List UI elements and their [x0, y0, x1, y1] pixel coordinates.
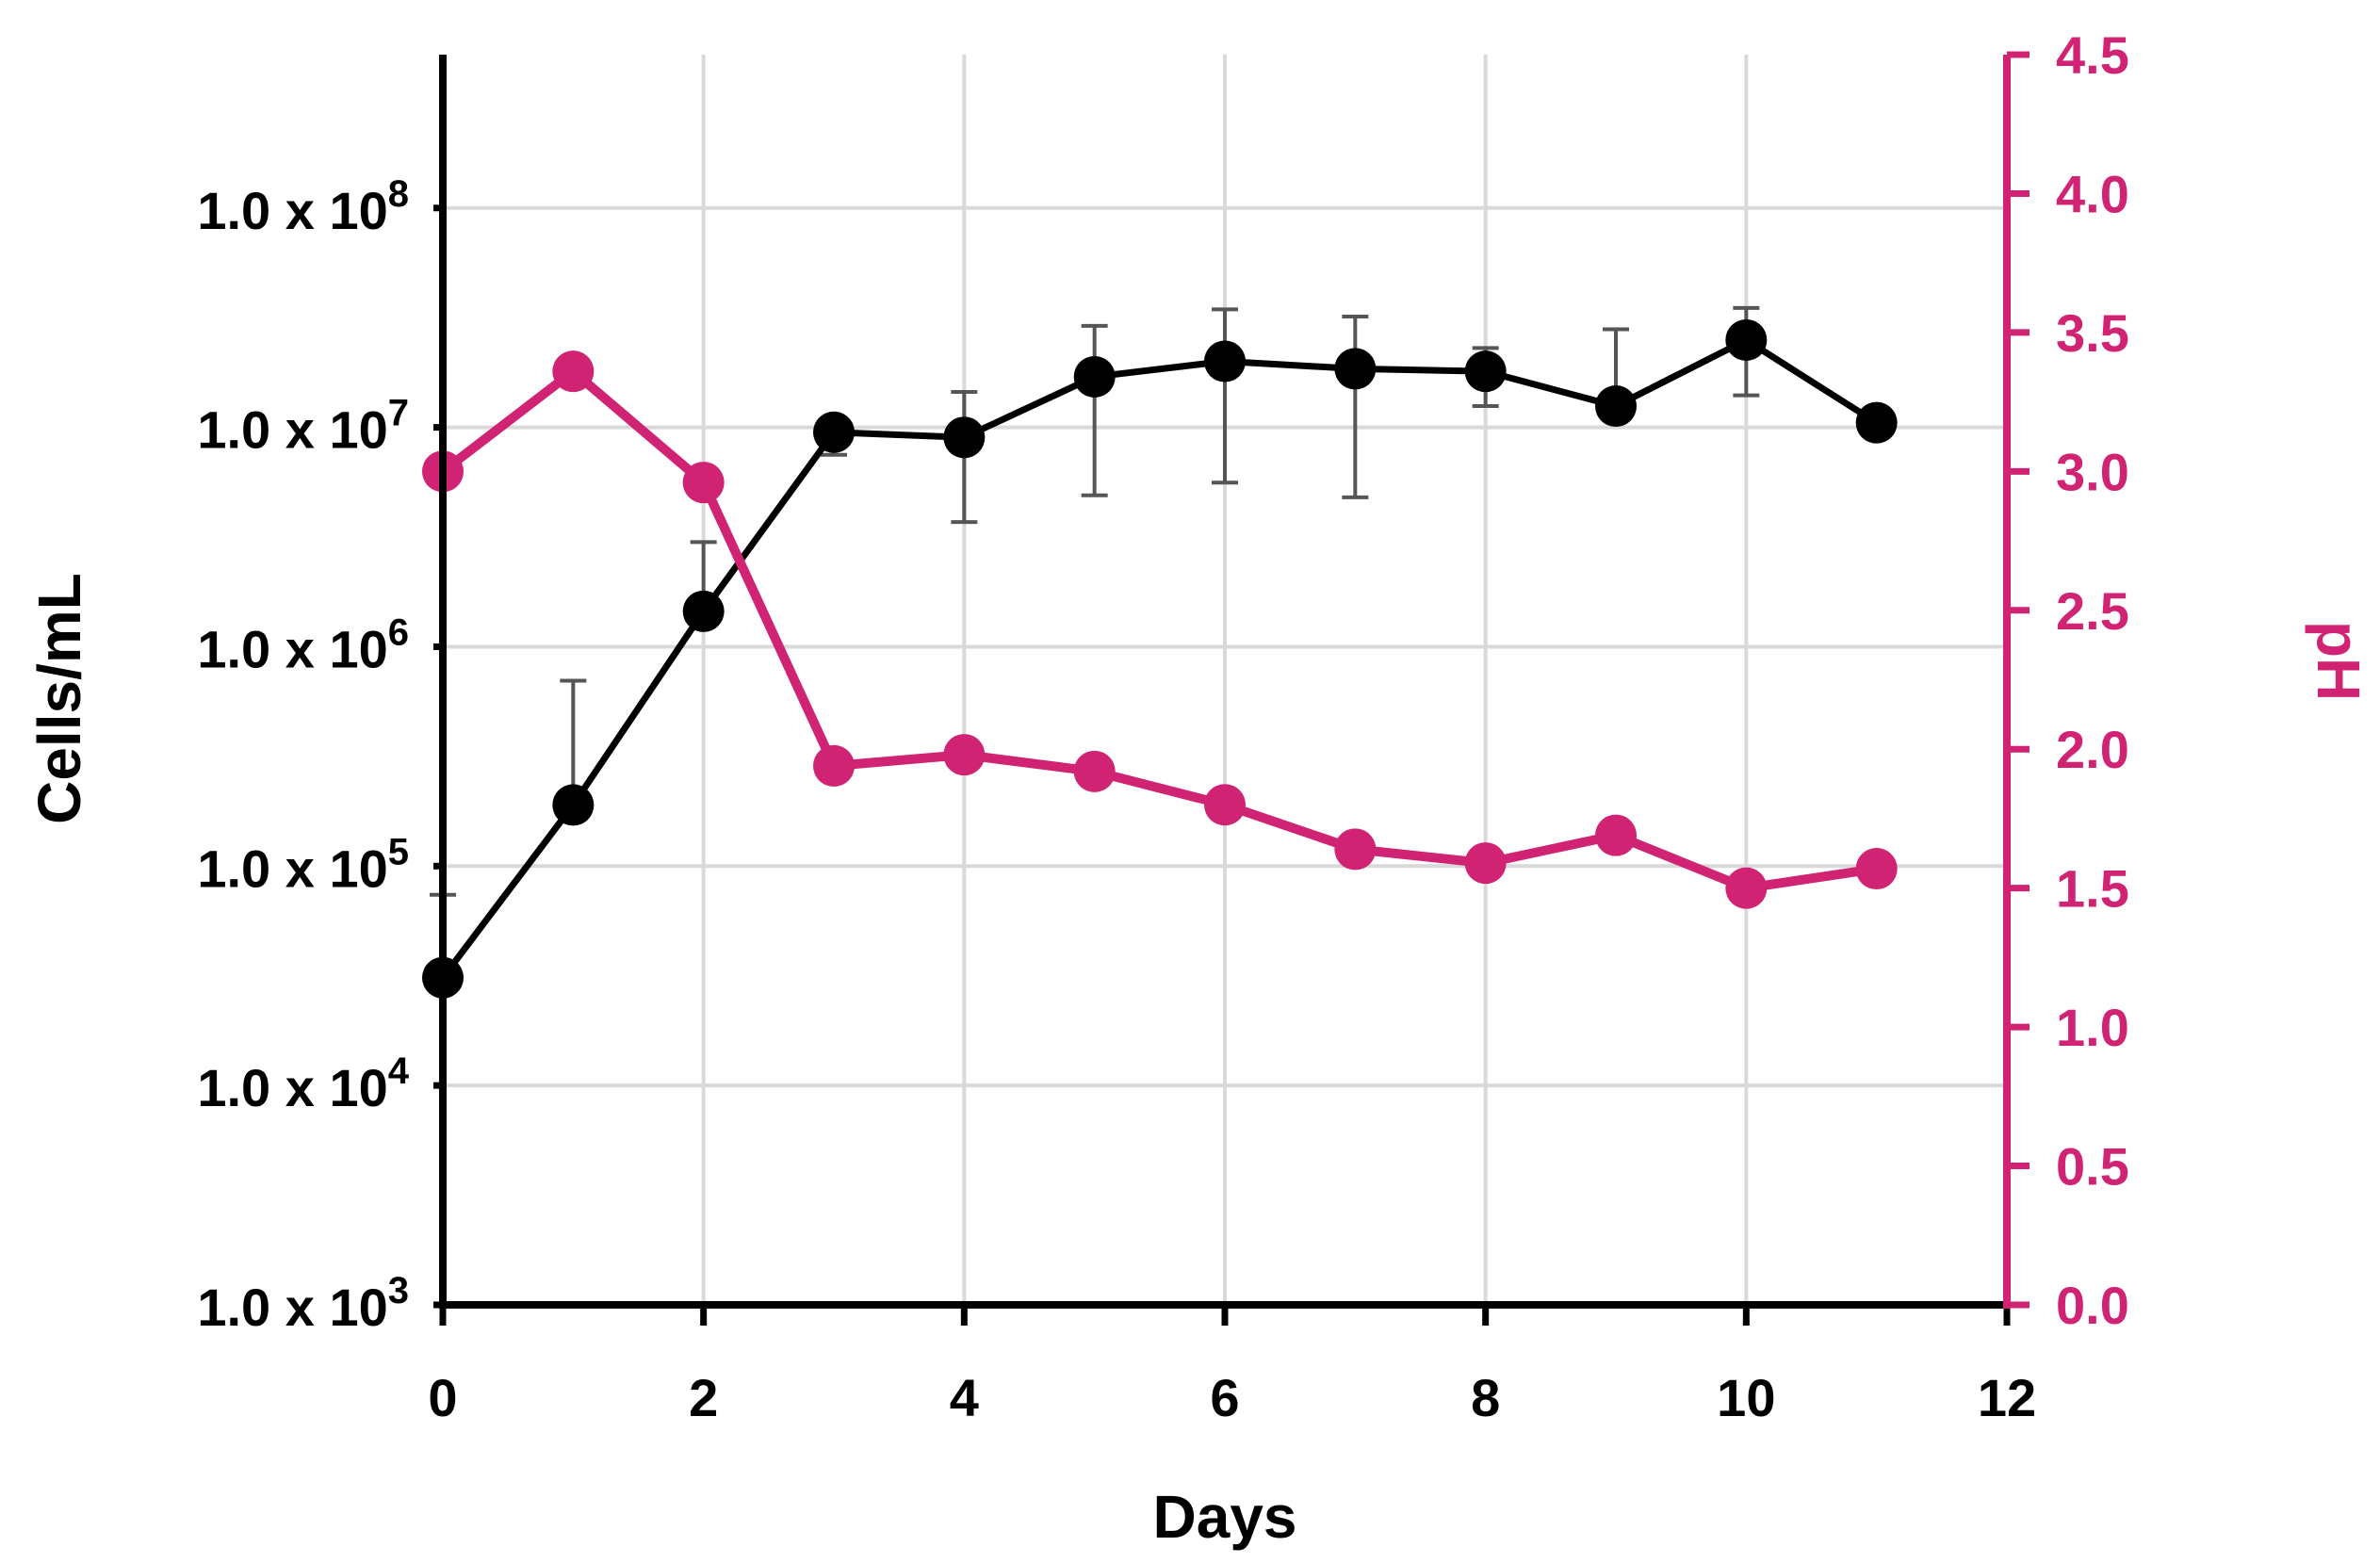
cells-data-point	[682, 590, 725, 632]
x-tick-label: 0	[428, 1368, 457, 1427]
ph-data-point	[813, 744, 855, 787]
cells-data-point	[1073, 355, 1116, 398]
cells-data-point	[813, 411, 855, 453]
ph-data-point	[682, 462, 725, 504]
y-right-tick-label: 4.0	[2056, 164, 2129, 223]
y-left-tick-label: 1.0 x 104	[197, 1050, 409, 1117]
y-axis-right-title: pH	[2305, 621, 2372, 701]
y-right-tick-label: 0.0	[2056, 1276, 2129, 1335]
ph-data-point	[1073, 750, 1116, 792]
ph-data-point	[1855, 848, 1898, 890]
ph-data-point	[552, 350, 595, 393]
cells-data-point	[1464, 350, 1507, 393]
x-tick-label: 6	[1210, 1368, 1239, 1427]
y-right-tick-label: 4.5	[2056, 25, 2129, 85]
ph-series-line	[439, 366, 1878, 893]
ph-data-point	[1204, 784, 1246, 826]
x-tick-label: 2	[689, 1368, 718, 1427]
y-axis-left-title: Cells/mL	[25, 573, 93, 824]
y-left-tick-label: 1.0 x 103	[197, 1270, 409, 1337]
cells-data-point	[1595, 385, 1637, 428]
y-right-tick-label: 1.0	[2056, 998, 2129, 1057]
y-right-tick-label: 1.5	[2056, 859, 2129, 919]
x-axis-title: Days	[1153, 1483, 1297, 1551]
cells-data-point	[1725, 318, 1768, 361]
tick-labels: 1.0 x 103 1.0 x 104 1.0 x 105 1.0 x 106 1.0 …	[197, 25, 2129, 1427]
gridlines	[441, 55, 2009, 1307]
x-tick-label: 8	[1471, 1368, 1500, 1427]
cells-data-point	[1334, 348, 1377, 390]
y-left-tick-label: 1.0 x 107	[197, 393, 409, 460]
x-tick-label: 4	[950, 1368, 979, 1427]
cells-series-line	[440, 336, 1879, 980]
y-left-tick-label: 1.0 x 108	[197, 173, 409, 240]
ph-data-point	[943, 734, 986, 776]
y-right-tick-label: 2.0	[2056, 720, 2129, 779]
axes	[433, 51, 2030, 1326]
x-tick-label: 10	[1717, 1368, 1775, 1427]
series-markers	[422, 318, 1898, 999]
series-lines	[439, 336, 1879, 980]
error-bars	[430, 305, 1760, 980]
ph-data-point	[1334, 828, 1377, 871]
ph-data-point	[1464, 842, 1507, 885]
y-right-tick-label: 3.5	[2056, 303, 2129, 363]
cells-data-point	[1204, 340, 1246, 383]
y-left-tick-label: 1.0 x 105	[197, 831, 409, 898]
x-tick-label: 12	[1978, 1368, 2036, 1427]
cells-data-point	[1855, 401, 1898, 444]
ph-data-point	[1725, 867, 1768, 909]
ph-data-point	[1595, 814, 1637, 856]
y-right-tick-label: 0.5	[2056, 1137, 2129, 1197]
y-left-tick-label: 1.0 x 106	[197, 611, 409, 678]
y-right-tick-label: 3.0	[2056, 442, 2129, 501]
cells-data-point	[943, 416, 986, 459]
y-right-tick-label: 2.5	[2056, 581, 2129, 641]
cells-data-point	[552, 784, 595, 826]
